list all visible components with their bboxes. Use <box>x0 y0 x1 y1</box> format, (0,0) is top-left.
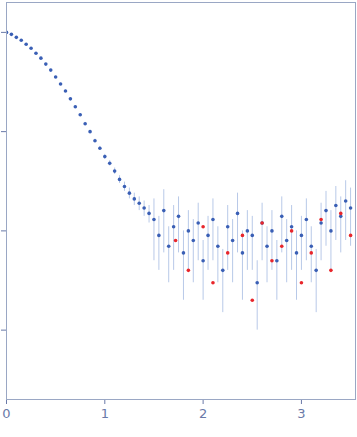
svg-text:2: 2 <box>199 406 207 421</box>
svg-text:1: 1 <box>101 406 109 421</box>
svg-text:0: 0 <box>2 406 10 421</box>
svg-text:3: 3 <box>297 406 305 421</box>
